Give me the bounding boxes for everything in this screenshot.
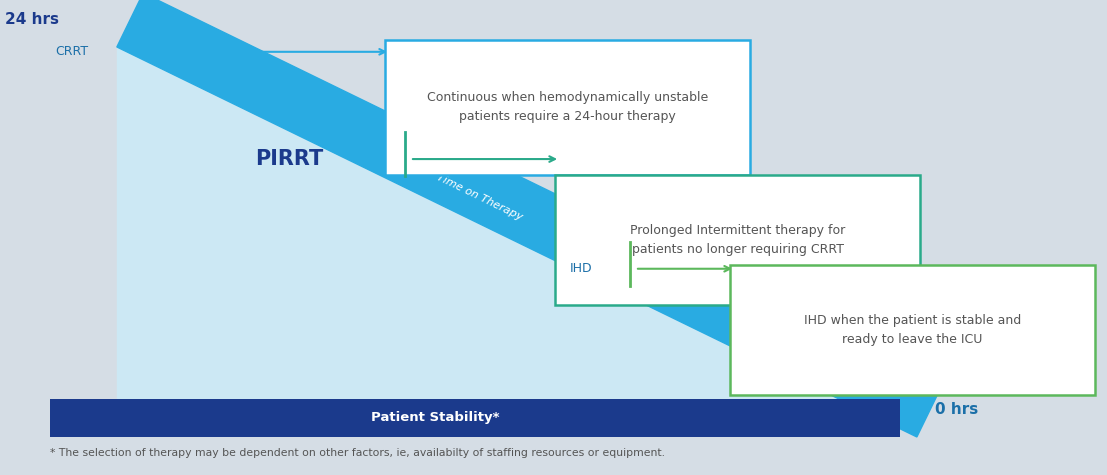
Text: Time on Therapy: Time on Therapy (435, 172, 525, 222)
FancyBboxPatch shape (730, 265, 1095, 395)
FancyBboxPatch shape (385, 40, 751, 175)
Text: 0 hrs: 0 hrs (935, 402, 979, 418)
Text: Prolonged Intermittent therapy for
patients no longer requiring CRRT: Prolonged Intermittent therapy for patie… (630, 224, 845, 256)
Text: 24 hrs: 24 hrs (6, 12, 59, 28)
Text: Patient Stability*: Patient Stability* (371, 411, 499, 425)
Text: PIRRT: PIRRT (255, 149, 323, 169)
Polygon shape (117, 0, 943, 437)
Text: CRRT: CRRT (55, 45, 89, 58)
Text: IHD when the patient is stable and
ready to leave the ICU: IHD when the patient is stable and ready… (804, 314, 1021, 346)
Text: * The selection of therapy may be dependent on other factors, ie, availabilty of: * The selection of therapy may be depend… (50, 448, 665, 458)
FancyBboxPatch shape (555, 175, 920, 305)
Polygon shape (117, 47, 917, 420)
FancyBboxPatch shape (50, 399, 900, 437)
Text: IHD: IHD (570, 262, 592, 275)
Text: Continuous when hemodynamically unstable
patients require a 24-hour therapy: Continuous when hemodynamically unstable… (427, 91, 708, 123)
